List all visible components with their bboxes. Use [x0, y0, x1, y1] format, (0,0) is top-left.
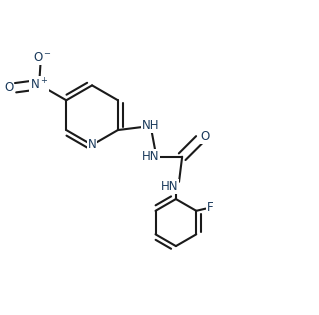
Text: N: N — [88, 139, 96, 152]
Text: HN: HN — [161, 180, 178, 193]
Text: NH: NH — [142, 119, 160, 132]
Text: F: F — [207, 201, 214, 214]
Text: O$^-$: O$^-$ — [33, 51, 52, 64]
Text: O: O — [200, 130, 210, 143]
Text: O: O — [4, 81, 13, 94]
Text: N$^+$: N$^+$ — [30, 77, 48, 92]
Text: HN: HN — [142, 150, 160, 163]
